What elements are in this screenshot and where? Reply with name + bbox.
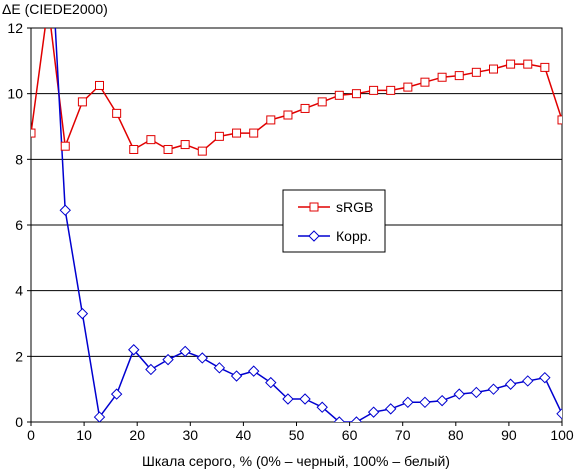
x-axis-ticks: 0 10 20 30 40 50 60 70 80 90 100 [27, 422, 574, 443]
data-point-srgb [334, 90, 344, 100]
y-tick-label: 0 [15, 414, 23, 430]
legend-label-srgb: sRGB [336, 199, 373, 215]
x-tick-label: 30 [183, 427, 199, 443]
x-tick-label: 0 [27, 427, 35, 443]
y-axis-ticks: 0 2 4 6 8 10 12 [7, 20, 31, 430]
data-point-srgb [283, 110, 293, 120]
data-point-srgb [94, 80, 104, 90]
data-point-corr [367, 406, 380, 418]
data-point-corr [402, 396, 414, 409]
data-point-srgb [471, 67, 481, 77]
data-point-corr [299, 393, 311, 405]
data-point-corr [419, 396, 431, 409]
data-point-corr [145, 363, 157, 376]
data-point-corr [333, 416, 346, 422]
x-tick-label: 60 [342, 427, 358, 443]
data-point-srgb [232, 128, 242, 138]
data-point-srgb [351, 89, 361, 99]
legend-box [282, 189, 386, 253]
data-point-srgb [249, 128, 259, 138]
legend-marker-corr [308, 230, 320, 242]
data-point-corr [539, 371, 551, 384]
data-point-srgb [60, 141, 70, 151]
data-point-corr [556, 408, 562, 420]
data-point-corr [384, 403, 397, 415]
y-tick-label: 8 [15, 151, 23, 167]
data-point-corr [213, 362, 226, 374]
data-point-corr [522, 375, 534, 387]
x-tick-label: 40 [236, 427, 252, 443]
x-tick-label: 10 [76, 427, 92, 443]
data-point-srgb [369, 85, 379, 95]
data-point-corr [179, 345, 191, 358]
data-point-corr [230, 370, 243, 382]
y-tick-label: 2 [15, 348, 23, 364]
data-point-corr [470, 386, 483, 399]
data-point-corr [436, 394, 448, 407]
data-point-corr [282, 393, 294, 405]
x-axis-title: Шкала серого, % (0% – черный, 100% – бел… [142, 453, 450, 469]
data-point-srgb [403, 82, 413, 92]
data-point-corr [110, 388, 123, 400]
legend-marker-srgb [309, 202, 319, 212]
x-tick-label: 20 [129, 427, 145, 443]
data-point-srgb [523, 59, 533, 69]
data-point-corr [162, 353, 174, 366]
data-point-srgb [129, 144, 139, 154]
data-point-corr [76, 307, 89, 320]
data-point-corr [350, 416, 363, 422]
legend: sRGB Корр. [282, 189, 386, 253]
y-tick-label: 4 [15, 283, 23, 299]
data-point-srgb [317, 97, 327, 107]
x-tick-label: 50 [289, 427, 305, 443]
marker-layer [31, 59, 562, 422]
data-point-srgb [386, 85, 396, 95]
data-point-srgb [489, 64, 499, 74]
data-point-corr [487, 383, 500, 395]
y-tick-label: 12 [7, 20, 23, 36]
data-point-srgb [112, 108, 122, 118]
y-tick-label: 10 [7, 86, 23, 102]
data-point-srgb [197, 146, 207, 156]
data-point-srgb [506, 59, 516, 69]
data-point-corr [128, 344, 140, 356]
data-point-corr [504, 378, 517, 390]
data-point-srgb [31, 128, 36, 138]
y-axis-title: ΔE (CIEDE2000) [2, 1, 108, 17]
data-point-srgb [454, 71, 464, 81]
data-point-corr [196, 352, 209, 364]
data-point-srgb [420, 77, 430, 87]
data-point-srgb [163, 144, 173, 154]
x-tick-label: 70 [395, 427, 411, 443]
data-point-corr [265, 376, 277, 389]
data-point-corr [93, 411, 106, 422]
data-point-corr [247, 365, 260, 377]
data-point-srgb [180, 140, 190, 150]
x-tick-label: 80 [448, 427, 464, 443]
data-point-srgb [437, 72, 447, 82]
data-point-corr [59, 204, 71, 216]
data-point-srgb [540, 62, 550, 72]
y-tick-label: 6 [15, 217, 23, 233]
data-point-srgb [214, 131, 224, 141]
data-point-corr [316, 401, 328, 413]
data-point-srgb [77, 97, 87, 107]
x-tick-label: 90 [501, 427, 517, 443]
legend-label-corr: Корр. [336, 228, 371, 244]
data-point-srgb [557, 115, 562, 125]
data-point-corr [453, 388, 465, 400]
data-point-srgb [266, 115, 276, 125]
x-tick-label: 100 [550, 427, 574, 443]
data-point-srgb [300, 103, 310, 113]
data-point-srgb [146, 135, 156, 145]
